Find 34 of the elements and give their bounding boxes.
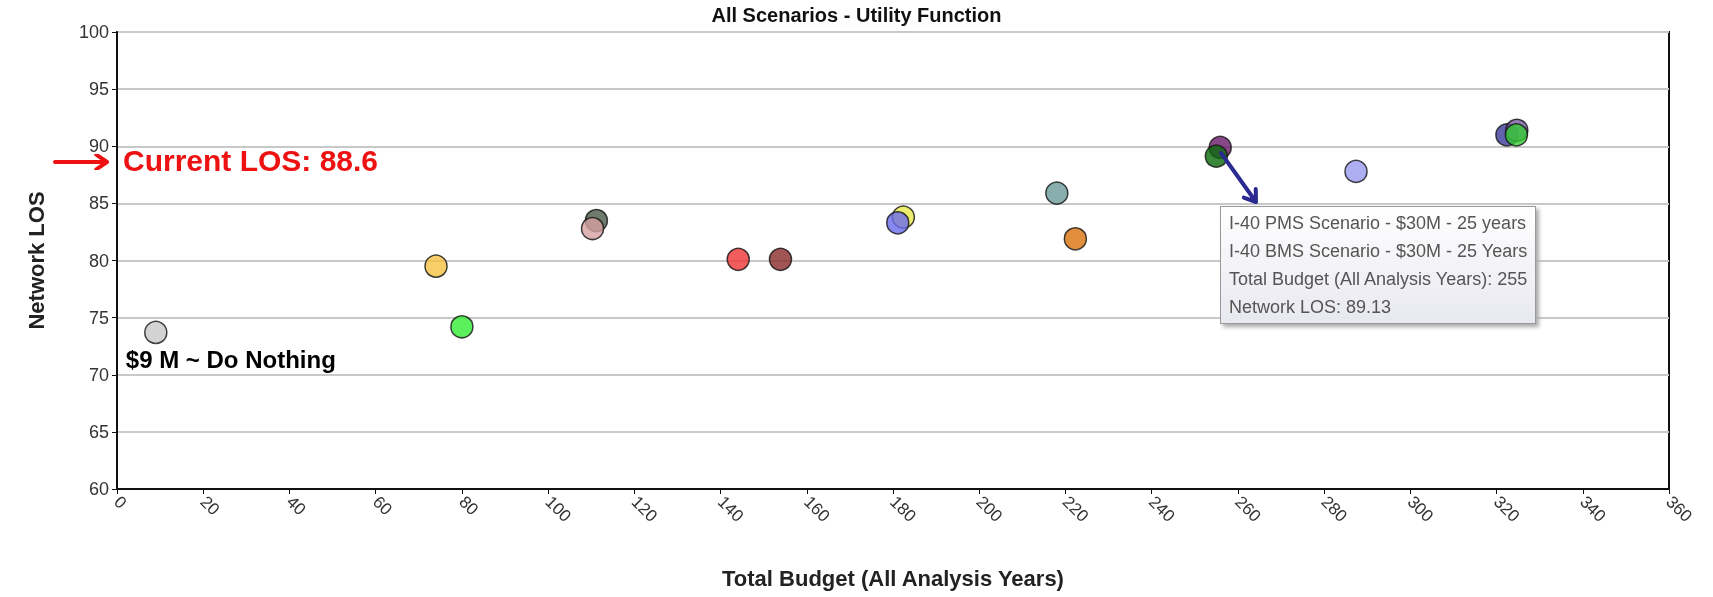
y-tick-label: 95 — [88, 79, 109, 100]
x-tick-label: 340 — [1576, 492, 1610, 526]
x-tick-label: 300 — [1403, 492, 1438, 526]
x-tick-label: 60 — [368, 492, 396, 520]
x-tick-label: 140 — [713, 492, 748, 526]
x-tick-label: 120 — [627, 492, 662, 526]
y-tick-label: 80 — [88, 250, 109, 271]
x-tick-label: 160 — [800, 492, 834, 526]
y-tick-label: 65 — [88, 421, 109, 442]
annotation: $9 M ~ Do Nothing — [125, 346, 336, 375]
y-tick-label: 90 — [88, 136, 109, 157]
x-tick-label: 260 — [1231, 492, 1265, 526]
x-tick-label: 0 — [110, 492, 131, 513]
x-tick-label: 180 — [886, 492, 920, 526]
x-tick-label: 320 — [1489, 492, 1524, 526]
annotation: Current LOS: 88.6 — [123, 144, 379, 178]
x-tick-label: 40 — [282, 492, 310, 520]
x-tick-label: 360 — [1662, 492, 1696, 526]
x-tick-label: 100 — [541, 492, 575, 526]
x-tick-label: 200 — [972, 492, 1006, 526]
x-tick-label: 240 — [1144, 492, 1179, 526]
y-tick-label: 75 — [88, 307, 109, 328]
chart-title: All Scenarios - Utility Function — [711, 4, 1002, 26]
x-tick-label: 280 — [1317, 492, 1351, 526]
x-tick-label: 20 — [196, 492, 224, 520]
y-tick-label: 60 — [88, 479, 109, 499]
x-tick-label: 80 — [455, 492, 482, 520]
x-tick-label: 220 — [1058, 492, 1093, 526]
x-axis-title: Total Budget (All Analysis Years) — [722, 565, 1064, 591]
y-axis-title: Network LOS — [23, 191, 49, 330]
annotation: I-40 PMS Scenario - $30M - 25 years I-40 BMS Scenario - $30M - 25 Years Total Budget (All Analysis Years): 255 Network LOS: 89.13 — [1229, 212, 1528, 319]
y-tick-label: 70 — [88, 364, 109, 385]
y-tick-label: 100 — [78, 22, 109, 42]
y-tick-label: 85 — [88, 193, 109, 214]
